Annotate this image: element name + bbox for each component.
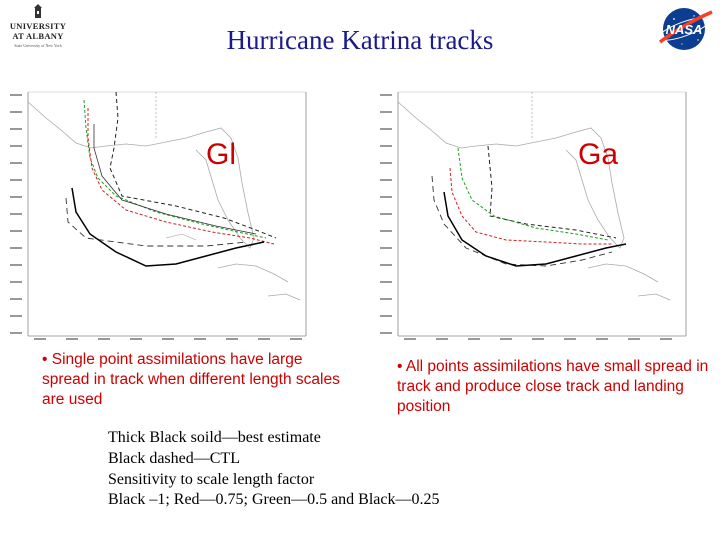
bullet-ga: • All points assimilations have small sp… <box>397 358 709 416</box>
map-panel-ga <box>376 88 690 344</box>
note-line: Black –1; Red—0.75; Green—0.5 and Black—… <box>108 491 440 509</box>
panel-label-ga: Ga <box>578 138 619 171</box>
logo-line-1: UNIVERSITY <box>9 21 67 31</box>
track-map-gl <box>10 91 307 340</box>
panel-label-gl: Gl <box>206 138 236 171</box>
note-line: Thick Black soild—best estimate <box>108 429 321 446</box>
map-panel-gl <box>6 88 310 344</box>
legend-notes: Thick Black soild—best estimate Black da… <box>108 428 440 511</box>
logo-line-2: AT ALBANY <box>12 31 64 41</box>
page-title: Hurricane Katrina tracks <box>226 25 494 55</box>
svg-text:NASA: NASA <box>666 22 703 37</box>
note-line: Black dashed—CTL <box>108 449 240 467</box>
track-map-ga <box>380 91 687 340</box>
bullet-gl: • Single point assimilations have large … <box>42 351 340 409</box>
nasa-logo: NASA <box>658 8 713 50</box>
tower-icon <box>34 4 42 18</box>
university-logo: UNIVERSITY AT ALBANY State University of… <box>8 4 68 56</box>
note-line: Sensitivity to scale length factor <box>108 470 315 488</box>
logo-line-3: State University of New York <box>14 43 62 48</box>
